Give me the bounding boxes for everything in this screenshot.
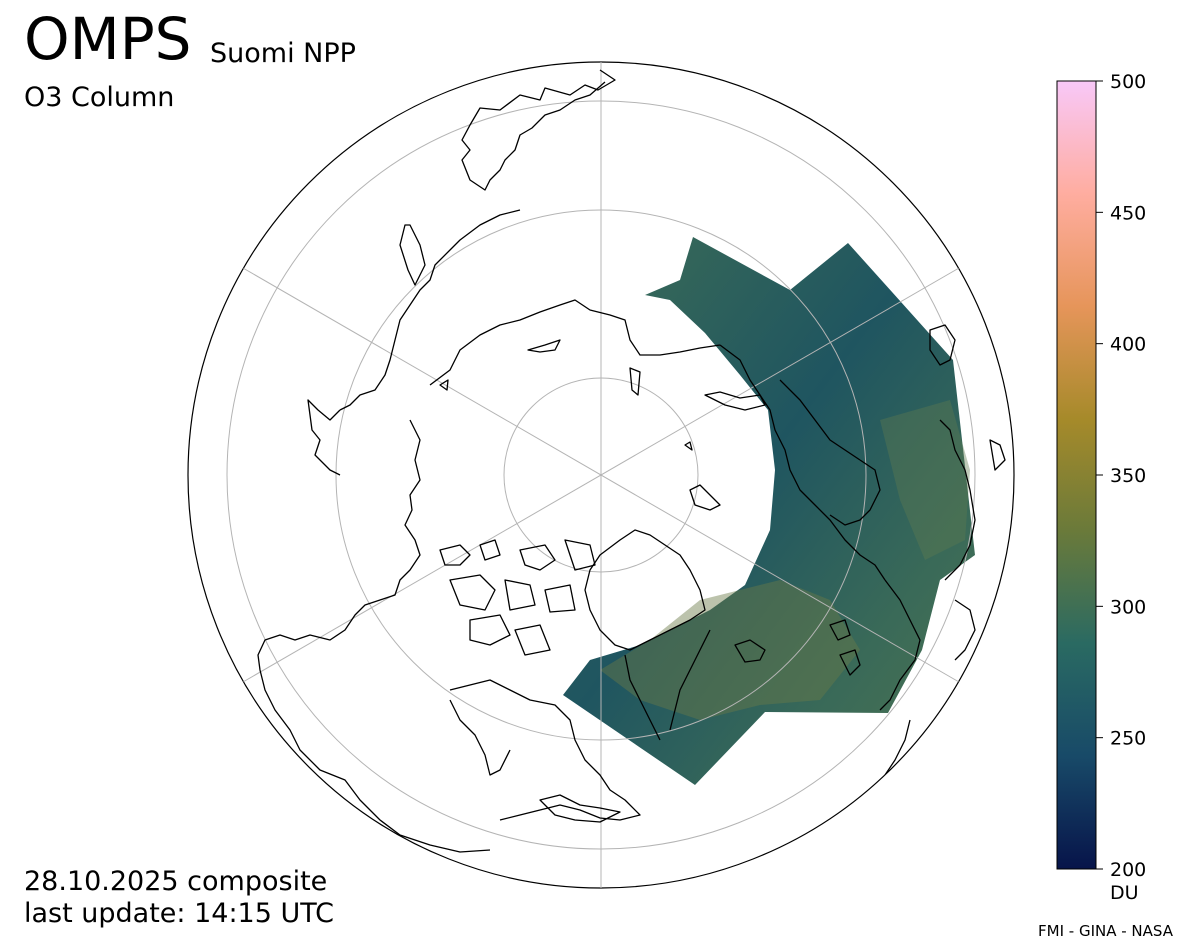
colorbar-unit: DU (1110, 882, 1139, 904)
colorbar-tick-label: 400 (1110, 334, 1146, 356)
colorbar-tick-label: 200 (1110, 859, 1146, 881)
ozone-swath-highlight-2 (880, 400, 970, 560)
colorbar-tick-label: 450 (1110, 202, 1146, 224)
colorbar-tick-label: 500 (1110, 71, 1146, 93)
data-credit: FMI - GINA - NASA (1038, 922, 1173, 940)
satellite-subtitle: Suomi NPP (210, 38, 356, 69)
ozone-swath (563, 237, 975, 785)
last-update: last update: 14:15 UTC (24, 898, 335, 929)
ozone-swath-highlight (600, 580, 860, 720)
product-title: OMPS (24, 5, 192, 73)
colorbar-tick-label: 350 (1110, 465, 1146, 487)
graticule (226, 62, 976, 888)
colorbar-tick-label: 300 (1110, 596, 1146, 618)
coastlines (257, 69, 1006, 853)
colorbar: 200 250 300 350 400 450 500 DU (1056, 71, 1146, 904)
colorbar-bar (1056, 80, 1097, 870)
colorbar-ticks: 200 250 300 350 400 450 500 (1096, 71, 1146, 881)
colorbar-tick-label: 250 (1110, 728, 1146, 750)
composite-date: 28.10.2025 composite (24, 866, 328, 897)
product-name: O3 Column (24, 82, 175, 113)
